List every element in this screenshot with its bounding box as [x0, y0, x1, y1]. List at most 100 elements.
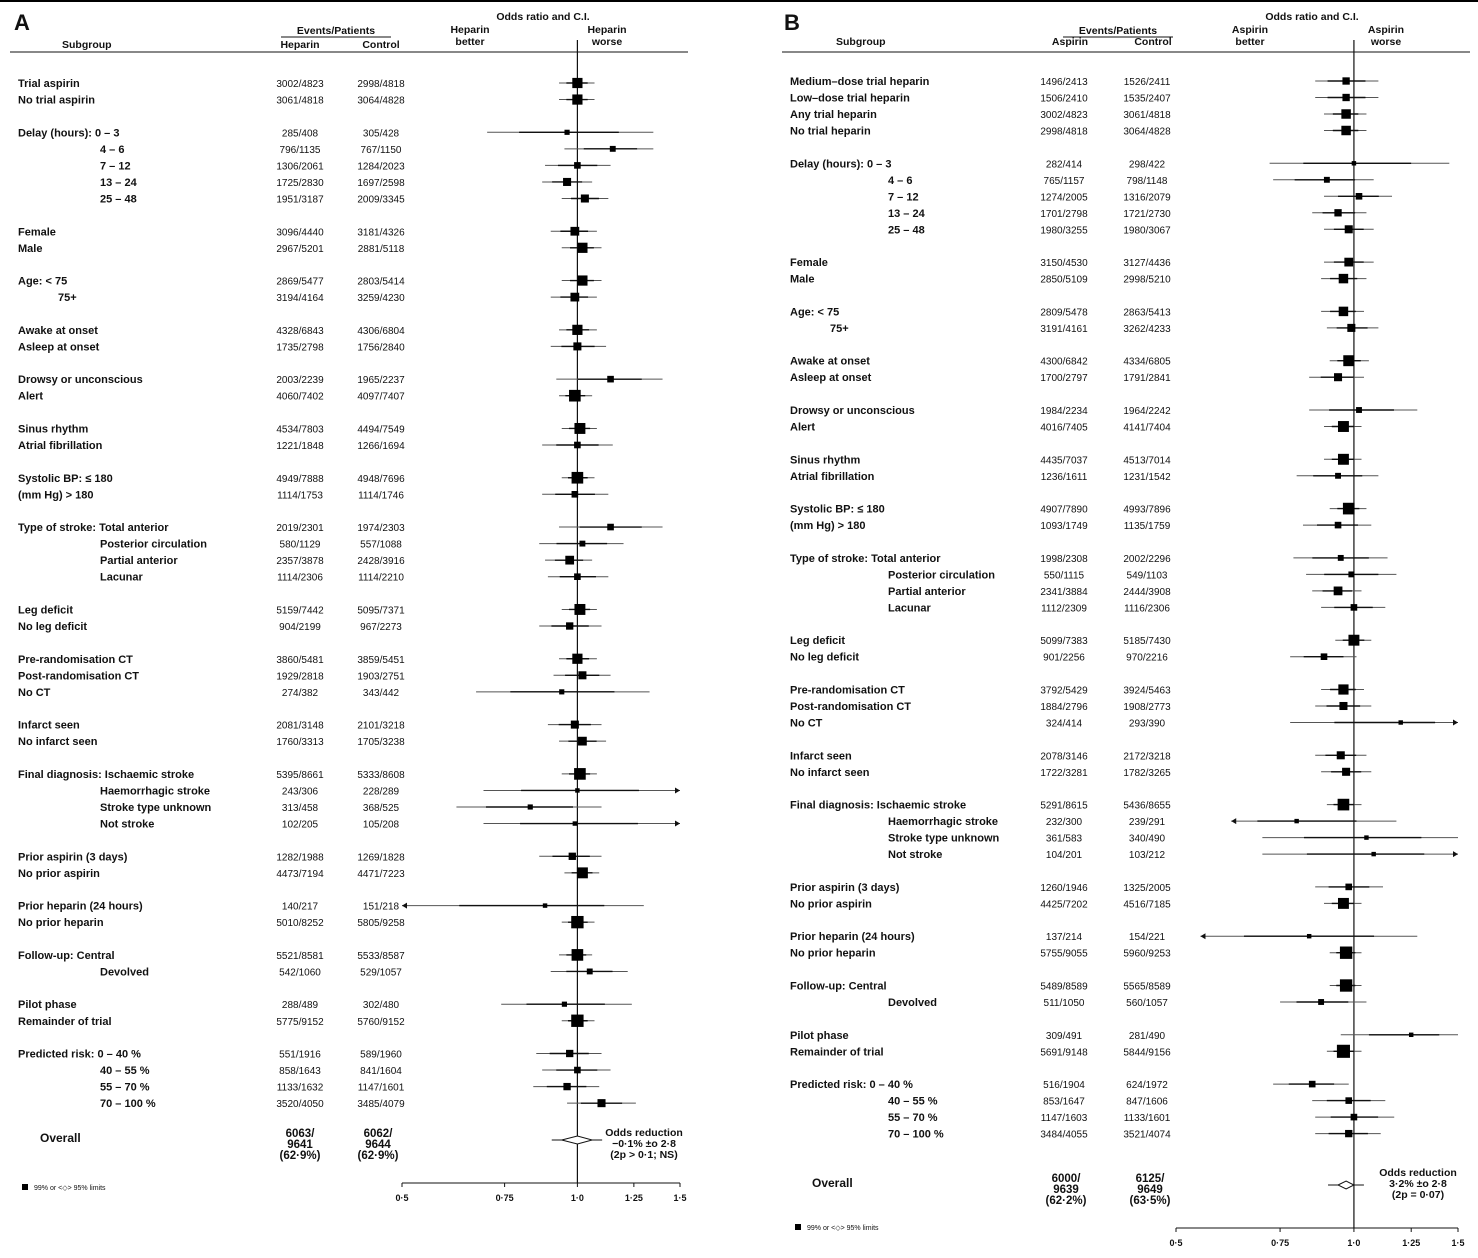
- panel-a-row-control-value: 2009/3345: [357, 195, 405, 206]
- panel-b-row-control-value: 3262/4233: [1123, 324, 1171, 335]
- panel-b-row-label: 55 – 70 %: [888, 1112, 938, 1124]
- panel-a-row-treatment-value: 5521/8581: [276, 951, 324, 962]
- panel-b-row-treatment-value: 511/1050: [1044, 998, 1085, 1009]
- panel-a-row-label: Post-randomisation CT: [18, 670, 139, 682]
- panel-a-row-control-value: 4306/6804: [357, 326, 405, 337]
- panel-b-x-tick-label-2: 0·75: [1271, 1238, 1289, 1248]
- panel-a-header-events-patients: Events/Patients: [297, 25, 375, 37]
- panel-a-header-control: Control: [362, 39, 399, 51]
- panel-b-row-treatment-value: 1700/2797: [1040, 373, 1088, 384]
- panel-a-header-better-line-2: better: [455, 36, 484, 48]
- panel-b-row-treatment-value: 3191/4161: [1040, 324, 1088, 335]
- panel-a-row-treatment-value: 796/1135: [280, 145, 321, 156]
- panel-a-row-estimate-box: [578, 736, 587, 746]
- panel-a-row-control-value: 3485/4079: [357, 1099, 405, 1110]
- panel-b-row-treatment-value: 1496/2413: [1040, 77, 1088, 88]
- panel-b-row-control-value: 340/490: [1129, 834, 1166, 845]
- panel-b-header-worse-line-1: Aspirin: [1368, 24, 1404, 36]
- panel-a-row-control-value: 105/208: [363, 820, 400, 831]
- panel-b-letter: B: [784, 10, 800, 35]
- panel-b-row-control-value: 1721/2730: [1123, 209, 1171, 220]
- panel-b-row-label: Drowsy or unconscious: [790, 405, 915, 417]
- panel-a-row-estimate-box: [570, 292, 580, 302]
- panel-b-row-label: Pre-randomisation CT: [790, 685, 905, 697]
- panel-a-row-control-value: 5805/9258: [357, 918, 405, 929]
- panel-b-row-treatment-value: 282/414: [1046, 159, 1083, 170]
- panel-b-row-label: 4 – 6: [888, 175, 912, 187]
- panel-b-row-label: 75+: [830, 323, 849, 335]
- panel-b-row-label: No infarct seen: [790, 767, 870, 779]
- panel-b-row-treatment-value: 2850/5109: [1040, 275, 1088, 286]
- panel-a-row-label: 70 – 100 %: [100, 1098, 156, 1110]
- panel-a-row-control-value: 2803/5414: [357, 277, 405, 288]
- panel-b-row-treatment-value: 3002/4823: [1040, 110, 1088, 121]
- panel-b-row-treatment-value: 1147/1603: [1041, 1113, 1088, 1124]
- panel-b-row-estimate-box: [1337, 453, 1349, 465]
- panel-a-row-estimate-box: [578, 671, 587, 680]
- panel-b-header-worse-line-2: worse: [1370, 36, 1402, 48]
- panel-b-row-treatment-value: 3792/5429: [1040, 686, 1088, 697]
- panel-b-row-treatment-value: 3150/4530: [1040, 258, 1088, 269]
- panel-a-row-control-value: 1114/1746: [358, 490, 404, 501]
- panel-b-header-events-patients: Events/Patients: [1079, 25, 1157, 37]
- panel-a-row-treatment-value: 2869/5477: [276, 277, 324, 288]
- panel-b-row-label: Follow-up: Central: [790, 981, 887, 993]
- panel-a-legend-box: [22, 1184, 28, 1190]
- panel-a-row-label: Prior aspirin (3 days): [18, 851, 128, 863]
- panel-b-header-subgroup: Subgroup: [836, 36, 886, 48]
- panel-b-row-label: 13 – 24: [888, 208, 926, 220]
- panel-b-row-label: Partial anterior: [888, 586, 966, 598]
- panel-b-row-estimate-box: [1342, 93, 1350, 102]
- panel-b-row-label: 25 – 48: [888, 224, 925, 236]
- panel-a-overall-note-line-3: (2p > 0·1; NS): [610, 1149, 677, 1161]
- panel-a-row-treatment-value: 5775/9152: [276, 1017, 324, 1028]
- panel-a-row-label: Age: < 75: [18, 276, 67, 288]
- panel-b-row-treatment-value: 901/2256: [1043, 653, 1085, 664]
- panel-b-row-control-value: 239/291: [1129, 817, 1166, 828]
- panel-a-row-estimate-box: [574, 573, 581, 580]
- panel-a-row-estimate-box: [571, 491, 579, 498]
- panel-a-row-treatment-value: 1133/1632: [277, 1083, 324, 1094]
- panel-a-overall-label: Overall: [40, 1131, 81, 1145]
- panel-a-row-label: Lacunar: [100, 572, 144, 584]
- panel-a-row-control-value: 557/1088: [360, 540, 402, 551]
- panel-b-row-treatment-value: 4300/6842: [1040, 357, 1088, 368]
- panel-b-row-estimate-box: [1355, 193, 1363, 200]
- panel-b-row-treatment-value: 4435/7037: [1040, 455, 1088, 466]
- panel-a-row-treatment-value: 3194/4164: [276, 293, 324, 304]
- panel-a-x-tick-label-2: 0·75: [496, 1193, 514, 1203]
- panel-a-row-treatment-value: 1929/2818: [276, 671, 324, 682]
- panel-a-row-label: Pilot phase: [18, 999, 77, 1011]
- panel-a-row-control-value: 5760/9152: [357, 1017, 405, 1028]
- panel-b-row-control-value: 1325/2005: [1123, 883, 1171, 894]
- panel-b-row-estimate-box: [1343, 355, 1355, 367]
- panel-a-header-treatment: Heparin: [280, 39, 319, 51]
- panel-b-row-estimate-box: [1336, 1044, 1350, 1058]
- panel-b-row-treatment-value: 1260/1946: [1040, 883, 1088, 894]
- panel-b-row-estimate-box: [1350, 604, 1358, 611]
- panel-b-row-estimate-box: [1335, 472, 1341, 479]
- panel-b-row-label: Prior aspirin (3 days): [790, 882, 900, 894]
- panel-a-row-control-value: 1697/2598: [357, 178, 405, 189]
- panel-b-row-control-value: 3061/4818: [1123, 110, 1171, 121]
- panel-b-row-arrow-left: [1231, 818, 1237, 825]
- panel-b-row-label: 7 – 12: [888, 191, 919, 203]
- panel-a-row-label: Haemorrhagic stroke: [100, 785, 210, 797]
- panel-a-header-worse-line-1: Heparin: [587, 24, 626, 36]
- panel-a-row-treatment-value: 3002/4823: [276, 79, 324, 90]
- panel-a-row-label: Partial anterior: [100, 555, 178, 567]
- panel-a-row-estimate-box: [580, 194, 589, 203]
- panel-a-row-control-value: 967/2273: [360, 622, 402, 633]
- panel-a-row-estimate-box: [607, 375, 614, 383]
- panel-a-row-estimate-box: [607, 523, 614, 531]
- top-rule: [0, 0, 1478, 2]
- panel-b-row-treatment-value: 1112/2309: [1041, 603, 1087, 614]
- panel-b-row-label: Sinus rhythm: [790, 454, 861, 466]
- panel-b-row-label: 40 – 55 %: [888, 1096, 938, 1108]
- panel-b-row-control-value: 4334/6805: [1123, 357, 1171, 368]
- panel-b-row-estimate-box: [1338, 306, 1349, 317]
- panel-a-row-control-value: 5333/8608: [357, 770, 405, 781]
- panel-a-row-label: Type of stroke: Total anterior: [18, 522, 169, 534]
- panel-a-row-label: Posterior circulation: [100, 539, 207, 551]
